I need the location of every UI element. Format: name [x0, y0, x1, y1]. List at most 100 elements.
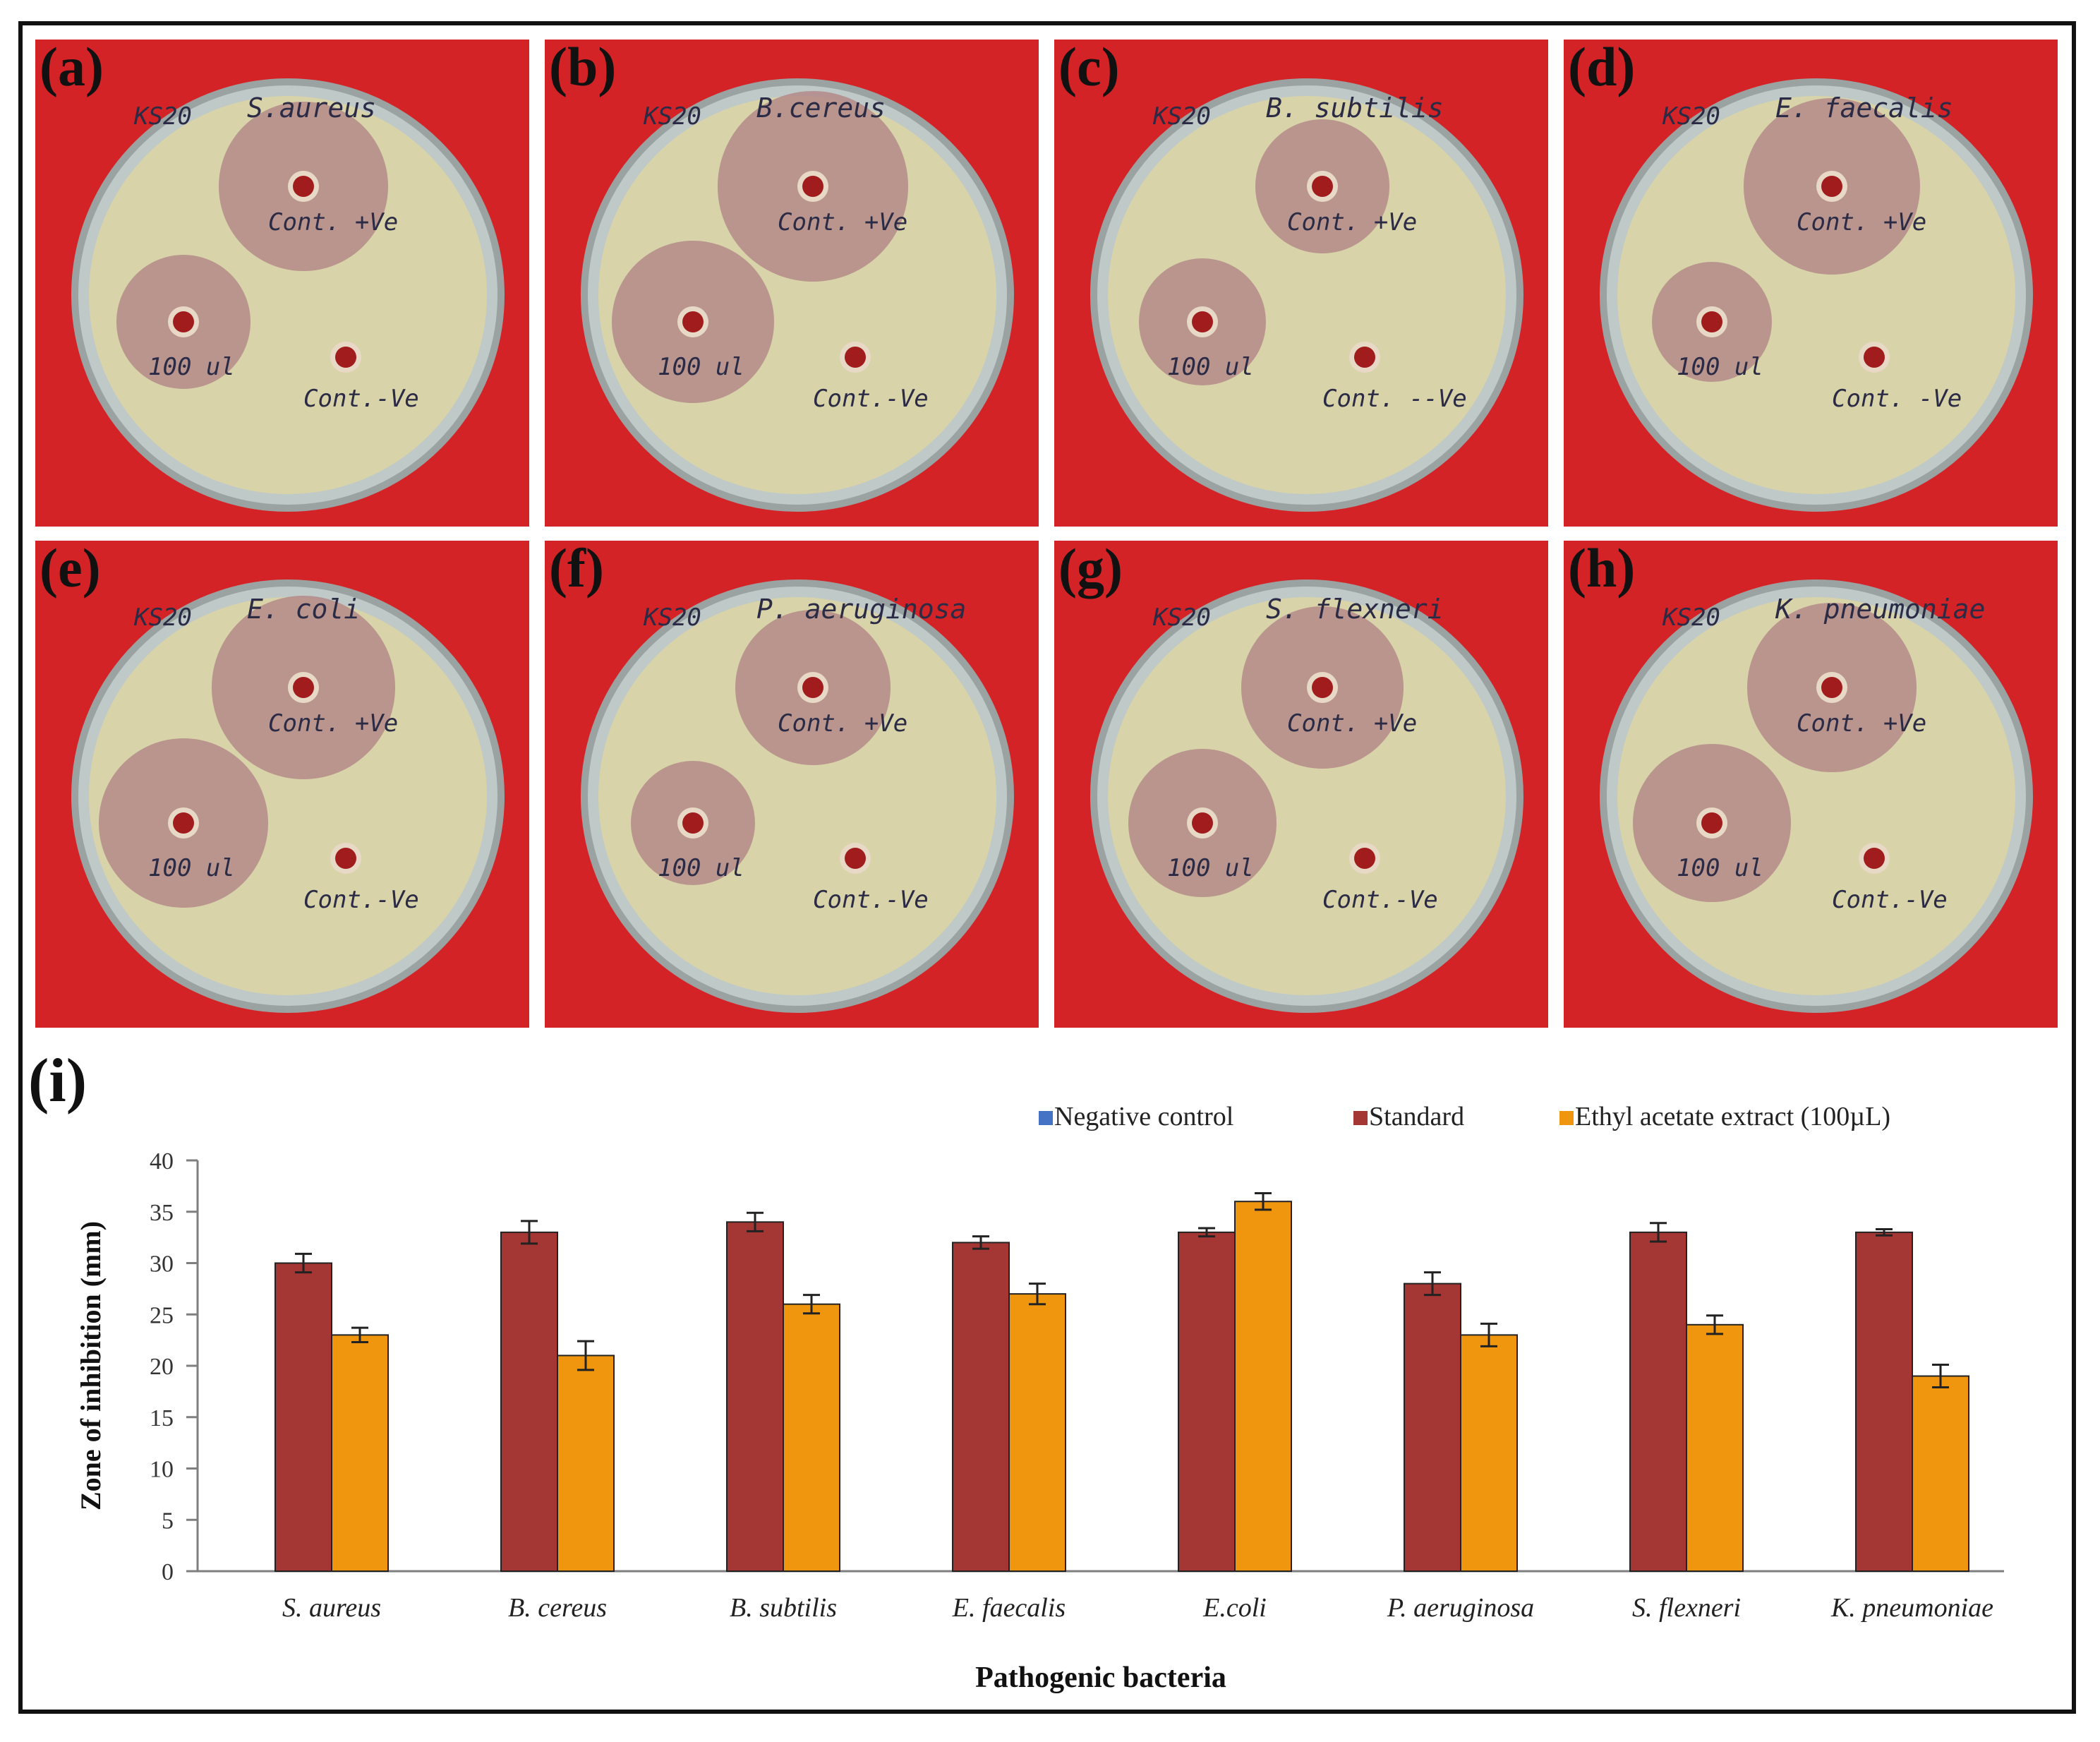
y-tick-label: 20	[150, 1354, 174, 1380]
bar-ethyl-2	[783, 1303, 840, 1572]
panel-label: (e)	[40, 541, 101, 599]
organism-label: S. flexneri	[1266, 594, 1444, 625]
petri-dish: KS20 S.aureus Cont. +Ve 100 ul Cont.-Ve	[35, 40, 529, 527]
y-tick-label: 5	[162, 1508, 174, 1534]
bar-chart: (i) 0 5 10 15 20 25 30 35 40 Zone of inhibition (m…	[28, 1047, 2004, 1694]
petri-dish: KS20 E. coli Cont. +Ve 100 ul Cont.-Ve	[35, 541, 529, 1028]
organism-label: S.aureus	[247, 92, 376, 124]
plate-panel-e: KS20 E. coli Cont. +Ve 100 ul Cont.-Ve (e)	[35, 541, 529, 1028]
panel-label: (b)	[549, 40, 617, 97]
petri-dish: KS20 P. aeruginosa Cont. +Ve 100 ul Cont.-Ve	[545, 541, 1039, 1028]
strain-label: KS20	[133, 603, 192, 632]
bar-ethyl-7	[1912, 1375, 1969, 1572]
strain-label: KS20	[1662, 603, 1720, 632]
x-tick-label: B. subtilis	[730, 1593, 837, 1623]
x-tick-label: S. aureus	[282, 1593, 381, 1623]
positive-control-label: Cont. +Ve	[268, 709, 398, 738]
petri-dish: KS20 K. pneumoniae Cont. +Ve 100 ul Cont.-Ve	[1564, 541, 2058, 1028]
sample-label: 100 ul	[1677, 353, 1763, 381]
y-tick-label: 15	[150, 1405, 174, 1431]
petri-dish: KS20 B.cereus Cont. +Ve 100 ul Cont.-Ve	[545, 40, 1039, 527]
x-tick-label: P. aeruginosa	[1387, 1593, 1534, 1623]
positive-control-label: Cont. +Ve	[1287, 208, 1417, 236]
positive-control-label: Cont. +Ve	[1797, 208, 1926, 236]
plate-panel-f: KS20 P. aeruginosa Cont. +Ve 100 ul Cont.-Ve…	[545, 541, 1039, 1028]
negative-control-label: Cont. -Ve	[1832, 385, 1962, 413]
organism-label: E. coli	[247, 594, 360, 625]
petri-dish: KS20 S. flexneri Cont. +Ve 100 ul Cont.-Ve	[1054, 541, 1548, 1028]
plate-panel-d: KS20 E. faecalis Cont. +Ve 100 ul Cont. -Ve (…	[1564, 40, 2058, 527]
plate-panel-a: KS20 S.aureus Cont. +Ve 100 ul Cont.-Ve (a)	[35, 40, 529, 527]
bar-standard-4	[1178, 1231, 1236, 1572]
petri-dish: KS20 E. faecalis Cont. +Ve 100 ul Cont. -Ve	[1564, 40, 2058, 527]
bar-ethyl-1	[557, 1354, 615, 1572]
legend-swatch	[1039, 1111, 1053, 1125]
bar-standard-0	[274, 1262, 332, 1572]
panel-label: (g)	[1058, 541, 1123, 599]
panel-label: (a)	[40, 40, 104, 97]
panel-label: (f)	[549, 541, 604, 599]
positive-control-label: Cont. +Ve	[268, 208, 398, 236]
strain-label: KS20	[643, 603, 701, 632]
bar-ethyl-3	[1008, 1293, 1066, 1572]
bar-ethyl-5	[1460, 1334, 1518, 1572]
organism-label: K. pneumoniae	[1775, 594, 1985, 625]
panel-label: (d)	[1568, 40, 1636, 97]
positive-control-label: Cont. +Ve	[778, 709, 907, 738]
bar-standard-1	[500, 1231, 558, 1572]
sample-label: 100 ul	[1677, 854, 1763, 882]
bar-standard-6	[1629, 1231, 1687, 1572]
x-tick-label: E.coli	[1202, 1593, 1267, 1623]
strain-label: KS20	[643, 102, 701, 131]
strain-label: KS20	[133, 102, 192, 131]
bar-standard-7	[1855, 1231, 1913, 1572]
legend-swatch	[1353, 1111, 1368, 1125]
positive-control-label: Cont. +Ve	[1797, 709, 1926, 738]
y-tick-label: 25	[150, 1302, 174, 1328]
bar-standard-2	[726, 1221, 784, 1572]
negative-control-label: Cont.-Ve	[813, 385, 929, 413]
bar-standard-3	[952, 1242, 1010, 1572]
sample-label: 100 ul	[1167, 854, 1254, 882]
legend-label: Standard	[1369, 1102, 1464, 1131]
negative-control-label: Cont.-Ve	[1322, 886, 1438, 914]
legend-label: Negative control	[1054, 1102, 1233, 1131]
y-tick-label: 10	[150, 1457, 174, 1483]
legend-swatch	[1559, 1111, 1574, 1125]
positive-control-label: Cont. +Ve	[1287, 709, 1417, 738]
y-tick-label: 40	[150, 1148, 174, 1175]
x-tick-label: E. faecalis	[952, 1593, 1066, 1623]
strain-label: KS20	[1662, 102, 1720, 131]
plate-panel-c: KS20 B. subtilis Cont. +Ve 100 ul Cont. --Ve…	[1054, 40, 1548, 527]
organism-label: E. faecalis	[1775, 92, 1953, 124]
y-tick-label: 0	[162, 1559, 174, 1585]
y-axis-label: Zone of inhibition (mm)	[75, 1221, 107, 1510]
panel-label: (c)	[1058, 40, 1120, 97]
x-axis-label: Pathogenic bacteria	[975, 1662, 1226, 1694]
negative-control-label: Cont.-Ve	[813, 886, 929, 914]
sample-label: 100 ul	[1167, 353, 1254, 381]
negative-control-label: Cont. --Ve	[1322, 385, 1467, 413]
bar-standard-5	[1404, 1283, 1461, 1572]
bar-ethyl-4	[1234, 1201, 1292, 1572]
sample-label: 100 ul	[148, 353, 235, 381]
organism-label: P. aeruginosa	[756, 594, 966, 625]
sample-label: 100 ul	[658, 854, 744, 882]
y-tick-label: 35	[150, 1200, 174, 1226]
petri-dish: KS20 B. subtilis Cont. +Ve 100 ul Cont. --Ve	[1054, 40, 1548, 527]
plate-panel-g: KS20 S. flexneri Cont. +Ve 100 ul Cont.-Ve (g…	[1054, 541, 1548, 1028]
x-tick-label: S. flexneri	[1632, 1593, 1741, 1623]
figure-frame	[18, 21, 2076, 1714]
y-tick-label: 30	[150, 1251, 174, 1278]
strain-label: KS20	[1152, 102, 1211, 131]
plate-panel-h: KS20 K. pneumoniae Cont. +Ve 100 ul Cont.-Ve…	[1564, 541, 2058, 1028]
negative-control-label: Cont.-Ve	[1832, 886, 1948, 914]
sample-label: 100 ul	[148, 854, 235, 882]
organism-label: B.cereus	[756, 92, 886, 124]
panel-label: (h)	[1568, 541, 1636, 599]
negative-control-label: Cont.-Ve	[303, 886, 419, 914]
bar-ethyl-0	[331, 1334, 389, 1572]
organism-label: B. subtilis	[1266, 92, 1444, 124]
sample-label: 100 ul	[658, 353, 744, 381]
x-tick-label: B. cereus	[508, 1593, 607, 1623]
